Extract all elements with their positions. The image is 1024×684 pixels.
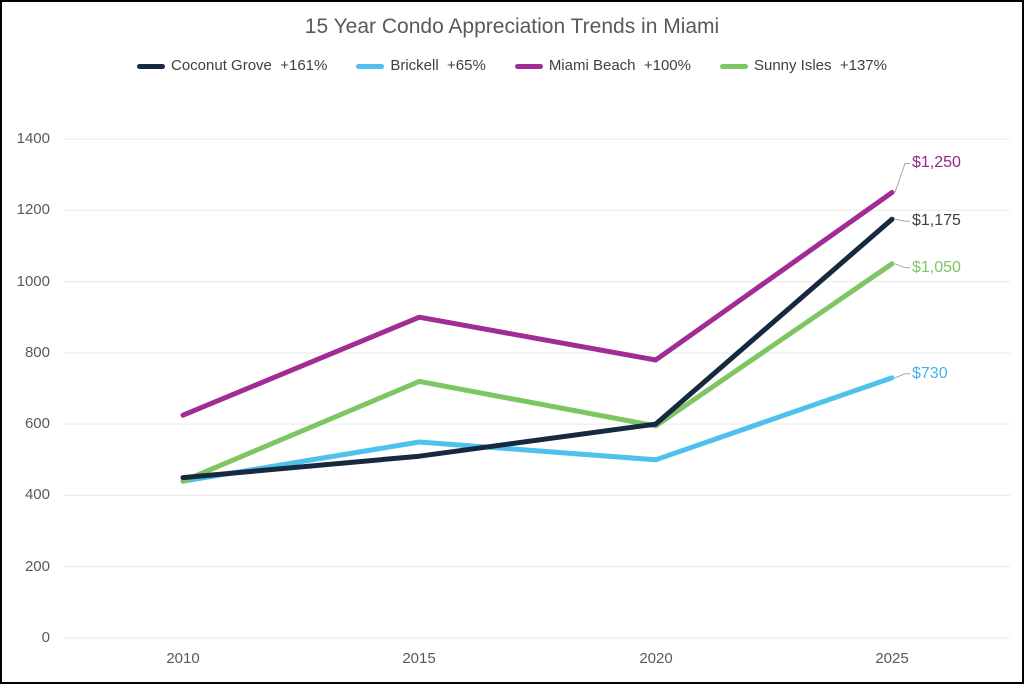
leader-line-coconut-grove <box>894 218 910 222</box>
legend-swatch-coconut-grove <box>137 63 165 69</box>
legend-label-sunny-isles: Sunny Isles +137% <box>753 57 887 74</box>
legend-item-brickell: Brickell +65% <box>356 57 486 75</box>
legend-item-coconut-grove: Coconut Grove +161% <box>137 57 327 75</box>
series-line-brickell <box>180 375 895 484</box>
legend-item-sunny-isles: Sunny Isles +137% <box>719 57 887 75</box>
series-line-coconut-grove <box>180 216 895 481</box>
legend-label-coconut-grove: Coconut Grove +161% <box>171 57 328 74</box>
legend: Coconut Grove +161% Brickell +65% Miami … <box>2 57 1022 75</box>
leader-line-miami-beach <box>894 163 910 193</box>
legend-swatch-brickell <box>356 63 385 69</box>
leader-line-sunny-isles <box>894 263 910 269</box>
legend-swatch-miami-beach <box>514 63 543 69</box>
series-line-sunny-isles <box>180 261 895 484</box>
legend-swatch-sunny-isles <box>719 63 748 69</box>
series-line-miami-beach <box>180 190 895 418</box>
chart-title: 15 Year Condo Appreciation Trends in Mia… <box>304 15 720 38</box>
legend-label-miami-beach: Miami Beach +100% <box>548 57 691 74</box>
leader-line-brickell <box>894 373 910 379</box>
legend-label-brickell: Brickell +65% <box>390 57 486 74</box>
legend-item-miami-beach: Miami Beach +100% <box>514 57 691 75</box>
